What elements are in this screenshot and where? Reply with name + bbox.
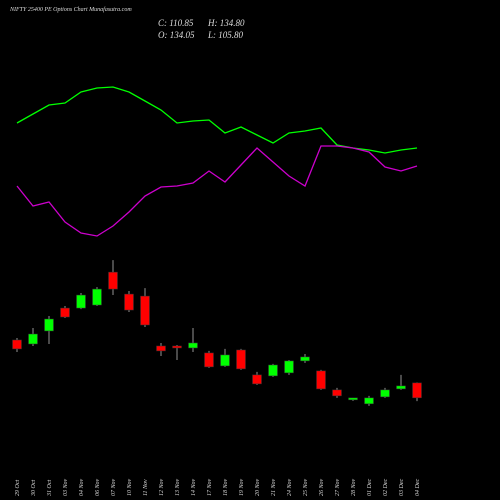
indicator-line xyxy=(16,145,418,237)
candle-body xyxy=(44,318,54,332)
x-tick-label: 26 Nov xyxy=(319,478,325,496)
candle-body xyxy=(12,339,22,350)
candle-body xyxy=(172,345,182,349)
candle-body xyxy=(412,382,422,399)
candle-body xyxy=(124,293,134,311)
candle-body xyxy=(92,288,102,306)
candle-body xyxy=(252,374,262,385)
candle-body xyxy=(220,354,230,367)
open-label: O: 134.05 xyxy=(158,30,195,40)
x-tick-label: 18 Nov xyxy=(223,478,229,496)
x-tick-label: 19 Nov xyxy=(239,478,245,496)
candle-body xyxy=(204,352,214,368)
x-tick-label: 27 Nov xyxy=(335,478,341,496)
x-tick-label: 10 Nov xyxy=(127,478,133,496)
x-tick-label: 25 Nov xyxy=(303,478,309,496)
x-tick-label: 28 Nov xyxy=(351,478,357,496)
x-tick-label: 21 Nov xyxy=(271,478,277,496)
x-tick-label: 13 Nov xyxy=(175,478,181,496)
x-tick-label: 03 Nov xyxy=(63,478,69,496)
candle-body xyxy=(188,342,198,349)
x-tick-label: 24 Nov xyxy=(286,478,293,496)
x-tick-label: 01 Dec xyxy=(367,479,373,496)
candle-body xyxy=(28,333,38,345)
low-label: L: 105.80 xyxy=(207,30,244,40)
candle-body xyxy=(156,345,166,352)
candle-body xyxy=(396,385,406,390)
x-tick-label: 29 Oct xyxy=(15,480,21,496)
candle-body xyxy=(140,295,150,326)
candle-body xyxy=(268,364,278,377)
chart-title: NIFTY 25400 PE Options Chart Munafasutra… xyxy=(9,6,132,13)
candle-body xyxy=(76,294,86,309)
x-tick-label: 02 Dec xyxy=(383,479,389,496)
candle-body xyxy=(60,307,70,318)
candle-body xyxy=(316,370,326,390)
x-tick-label: 06 Nov xyxy=(95,478,101,496)
x-tick-label: 20 Nov xyxy=(255,478,261,496)
candle-body xyxy=(364,397,374,405)
x-tick-label: 12 Nov xyxy=(159,478,165,496)
x-tick-label: 17 Nov xyxy=(207,478,213,496)
close-label: C: 110.85 xyxy=(158,18,194,28)
high-label: H: 134.80 xyxy=(207,18,245,28)
candle-body xyxy=(236,349,246,370)
x-tick-label: 11 Nov xyxy=(143,479,149,496)
x-tick-label: 30 Oct xyxy=(31,480,37,497)
x-tick-label: 14 Nov xyxy=(190,478,197,496)
x-tick-label: 07 Nov xyxy=(111,478,117,496)
candle-body xyxy=(380,389,390,398)
x-tick-label: 04 Nov xyxy=(78,478,85,496)
candle-body xyxy=(284,360,294,374)
candle-body xyxy=(332,389,342,397)
x-tick-label: 04 Dec xyxy=(414,479,421,496)
candle-body xyxy=(348,397,358,401)
x-tick-label: 31 Oct xyxy=(47,480,53,497)
candle-body xyxy=(300,356,310,362)
candle-body xyxy=(108,271,118,290)
x-tick-label: 03 Dec xyxy=(399,479,405,496)
